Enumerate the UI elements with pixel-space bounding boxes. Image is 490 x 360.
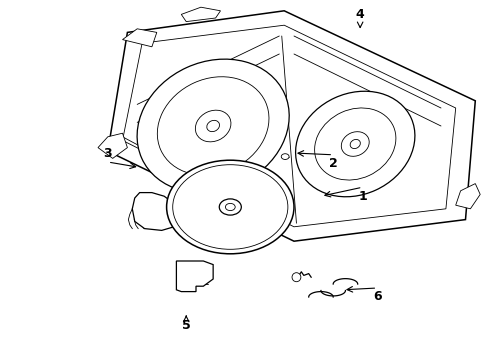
Text: 5: 5 <box>182 319 191 332</box>
Text: 2: 2 <box>329 157 338 170</box>
Ellipse shape <box>281 154 289 159</box>
Ellipse shape <box>196 110 231 142</box>
Ellipse shape <box>315 108 396 180</box>
Polygon shape <box>176 261 213 292</box>
Polygon shape <box>132 193 179 230</box>
Polygon shape <box>181 7 221 22</box>
Ellipse shape <box>342 132 369 156</box>
Ellipse shape <box>295 91 415 197</box>
Polygon shape <box>456 184 480 209</box>
Ellipse shape <box>157 77 269 175</box>
Ellipse shape <box>292 273 301 282</box>
Text: 6: 6 <box>373 291 382 303</box>
Text: 4: 4 <box>356 8 365 21</box>
Ellipse shape <box>207 120 220 132</box>
Ellipse shape <box>350 139 360 149</box>
Ellipse shape <box>219 199 241 215</box>
Polygon shape <box>108 11 475 241</box>
Ellipse shape <box>137 59 289 193</box>
Text: 1: 1 <box>358 190 367 203</box>
Ellipse shape <box>225 203 235 211</box>
Polygon shape <box>122 29 157 47</box>
Polygon shape <box>98 133 127 158</box>
Ellipse shape <box>167 160 294 254</box>
Text: 3: 3 <box>103 147 112 159</box>
